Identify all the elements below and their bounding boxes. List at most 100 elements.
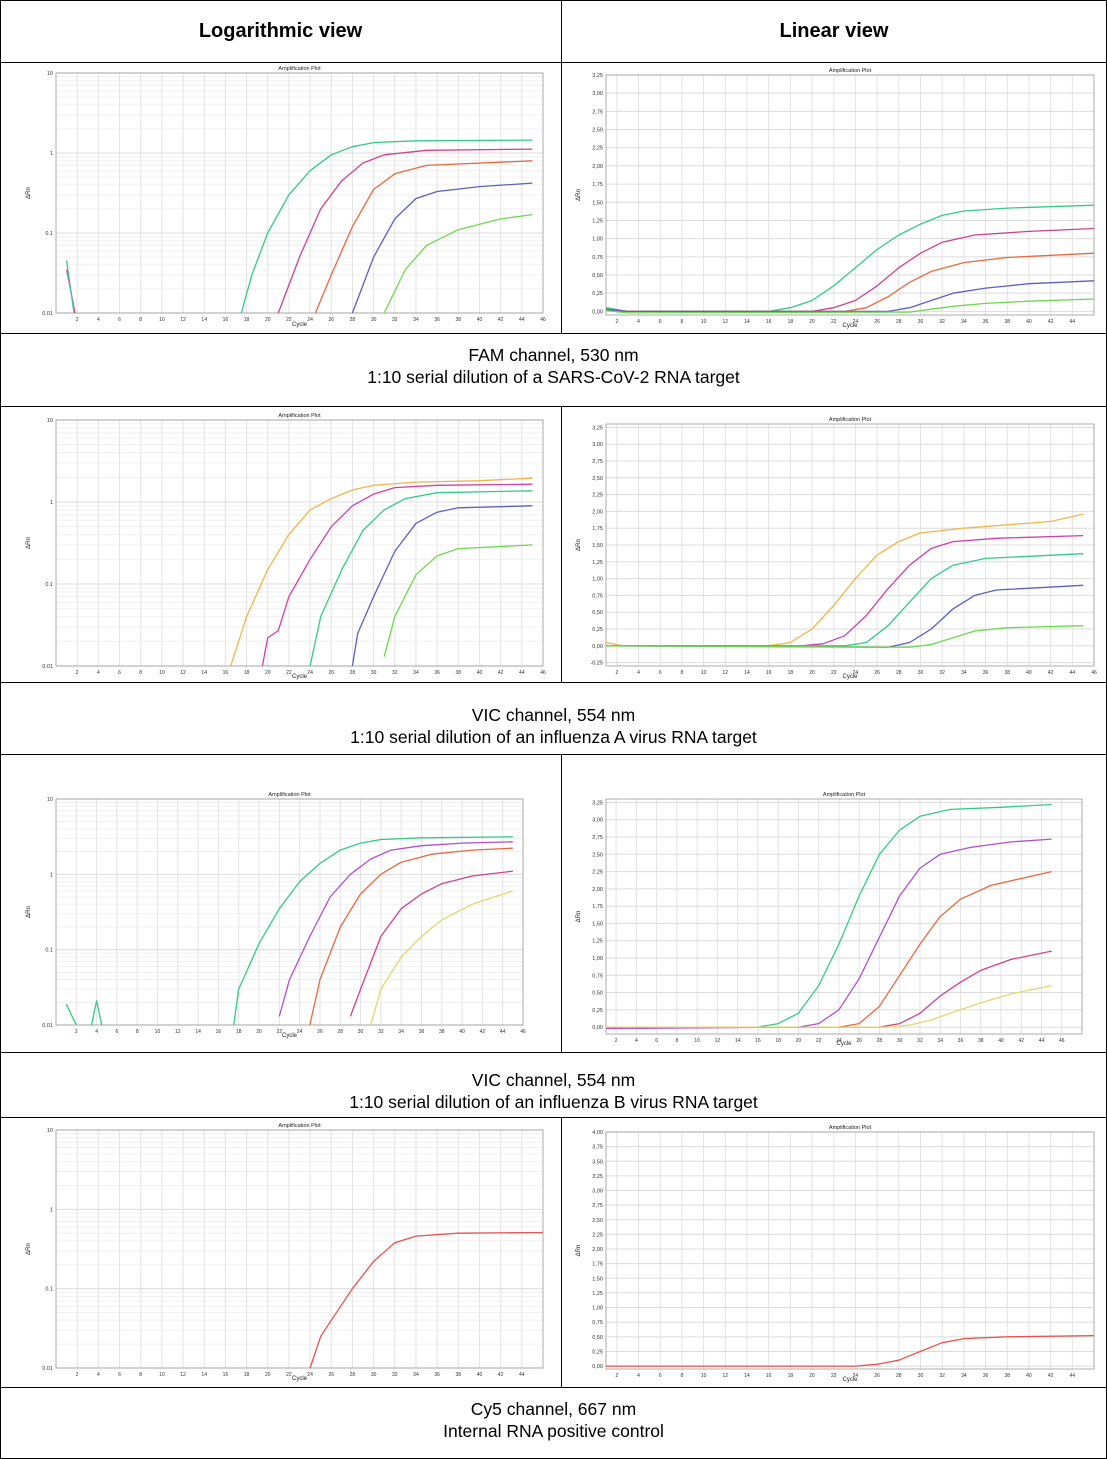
y-tick-label: 1,00 bbox=[592, 956, 603, 962]
x-tick-label: 22 bbox=[831, 319, 837, 325]
y-tick-label: 0.1 bbox=[45, 582, 53, 588]
x-tick-label: 30 bbox=[918, 319, 924, 325]
x-tick-label: 44 bbox=[1070, 1373, 1076, 1379]
series-line bbox=[605, 625, 1084, 648]
x-tick-label: 38 bbox=[456, 317, 462, 323]
x-tick-label: 32 bbox=[917, 1038, 923, 1044]
x-tick-label: 18 bbox=[788, 1373, 794, 1379]
y-tick-label: 2,25 bbox=[592, 870, 603, 876]
x-tick-label: 40 bbox=[477, 1372, 483, 1378]
x-tick-label: 34 bbox=[413, 317, 419, 323]
x-tick-label: 28 bbox=[877, 1038, 883, 1044]
x-tick-label: 24 bbox=[297, 1029, 303, 1035]
x-tick-label: 44 bbox=[1070, 670, 1076, 676]
y-tick-label: 0,00 bbox=[592, 309, 603, 315]
x-tick-label: 12 bbox=[723, 1373, 729, 1379]
x-tick-label: 12 bbox=[175, 1029, 181, 1035]
series-line bbox=[606, 1334, 1095, 1367]
x-tick-label: 42 bbox=[480, 1029, 486, 1035]
x-tick-label: 18 bbox=[244, 670, 250, 676]
x-tick-label: 36 bbox=[983, 670, 989, 676]
y-tick-label: 1,25 bbox=[592, 939, 603, 945]
x-tick-label: 8 bbox=[139, 317, 142, 323]
x-tick-label: 28 bbox=[896, 319, 902, 325]
x-tick-label: 42 bbox=[498, 1372, 504, 1378]
row-divider bbox=[0, 333, 1107, 334]
y-tick-label: 1,50 bbox=[592, 921, 603, 927]
x-tick-label: 34 bbox=[961, 670, 967, 676]
series-line bbox=[383, 213, 533, 314]
x-tick-label: 22 bbox=[277, 1029, 283, 1035]
caption-line-2: 1:10 serial dilution of a SARS-CoV-2 RNA… bbox=[367, 367, 740, 387]
x-tick-label: 28 bbox=[896, 1373, 902, 1379]
y-tick-label: 0.01 bbox=[42, 1023, 53, 1029]
y-tick-label: 0,50 bbox=[592, 610, 603, 616]
y-tick-label: 10 bbox=[47, 71, 53, 77]
chart-title: Amplification Plot bbox=[278, 66, 321, 72]
fam-linear-plot: 2 4 6 8 10 12 14 16 18 20 22 24 26 28 30 32 34 36 38 40 42 44… bbox=[576, 68, 1095, 329]
x-tick-label: 16 bbox=[766, 670, 772, 676]
x-tick-label: 10 bbox=[701, 670, 707, 676]
series-line bbox=[314, 160, 533, 314]
y-tick-label: 2,25 bbox=[592, 146, 603, 152]
y-tick-label: 0,50 bbox=[592, 1335, 603, 1341]
column-divider bbox=[561, 754, 562, 1052]
fam-log-plot: 2 4 6 8 10 12 14 16 18 20 22 24 26 28 30 32 34 36 38 40 42 44… bbox=[26, 66, 546, 328]
x-tick-label: 34 bbox=[937, 1038, 943, 1044]
y-tick-label: 3,75 bbox=[592, 1145, 603, 1151]
series-line bbox=[605, 280, 1095, 313]
series-line bbox=[605, 227, 1095, 313]
x-tick-label: 20 bbox=[265, 1372, 271, 1378]
y-tick-label: 2,75 bbox=[592, 459, 603, 465]
series-line bbox=[233, 836, 513, 1026]
y-tick-label: 10 bbox=[47, 1128, 53, 1134]
x-tick-label: 14 bbox=[735, 1038, 741, 1044]
x-tick-label: 22 bbox=[831, 1373, 837, 1379]
x-axis-label: Cycle bbox=[842, 674, 858, 680]
x-axis-label: Cycle bbox=[836, 1041, 852, 1047]
x-tick-label: 30 bbox=[371, 317, 377, 323]
x-tick-label: 42 bbox=[1018, 1038, 1024, 1044]
x-tick-label: 24 bbox=[853, 319, 859, 325]
caption-fam: FAM channel, 530 nm 1:10 serial dilution… bbox=[0, 344, 1107, 388]
x-tick-label: 16 bbox=[766, 1373, 772, 1379]
x-tick-label: 8 bbox=[139, 670, 142, 676]
y-tick-label: 2,50 bbox=[592, 852, 603, 858]
y-tick-label: 1 bbox=[50, 872, 53, 878]
x-tick-label: 24 bbox=[307, 670, 313, 676]
x-tick-label: 32 bbox=[378, 1029, 384, 1035]
x-tick-label: 6 bbox=[655, 1038, 658, 1044]
x-tick-label: 44 bbox=[519, 1372, 525, 1378]
x-tick-label: 30 bbox=[358, 1029, 364, 1035]
x-tick-label: 18 bbox=[244, 317, 250, 323]
column-divider bbox=[561, 1117, 562, 1387]
y-axis-label: ΔRn bbox=[576, 1245, 582, 1257]
series-line bbox=[606, 870, 1052, 1028]
x-tick-label: 30 bbox=[371, 1372, 377, 1378]
x-tick-label: 20 bbox=[256, 1029, 262, 1035]
y-tick-label: 2,00 bbox=[592, 509, 603, 515]
x-tick-label: 22 bbox=[286, 317, 292, 323]
table-border-top bbox=[0, 0, 1107, 1]
x-tick-label: 34 bbox=[961, 1373, 967, 1379]
x-tick-label: 36 bbox=[434, 1372, 440, 1378]
y-axis-label: ΔRn bbox=[576, 539, 582, 551]
y-tick-label: 0,75 bbox=[592, 1320, 603, 1326]
x-tick-label: 20 bbox=[809, 670, 815, 676]
x-tick-label: 8 bbox=[676, 1038, 679, 1044]
x-tick-label: 8 bbox=[139, 1372, 142, 1378]
x-tick-label: 10 bbox=[694, 1038, 700, 1044]
series-line bbox=[261, 483, 533, 667]
x-tick-label: 12 bbox=[715, 1038, 721, 1044]
y-tick-label: 0,25 bbox=[592, 627, 603, 633]
y-axis-label: ΔRn bbox=[26, 1243, 32, 1255]
x-tick-label: 36 bbox=[983, 1373, 989, 1379]
series-line bbox=[605, 298, 1095, 314]
x-tick-label: 14 bbox=[744, 1373, 750, 1379]
x-tick-label: 16 bbox=[755, 1038, 761, 1044]
x-tick-label: 2 bbox=[615, 1373, 618, 1379]
chart-title: Amplification Plot bbox=[278, 1123, 321, 1129]
x-tick-label: 4 bbox=[95, 1029, 98, 1035]
x-tick-label: 28 bbox=[337, 1029, 343, 1035]
y-tick-label: 2,50 bbox=[592, 128, 603, 134]
